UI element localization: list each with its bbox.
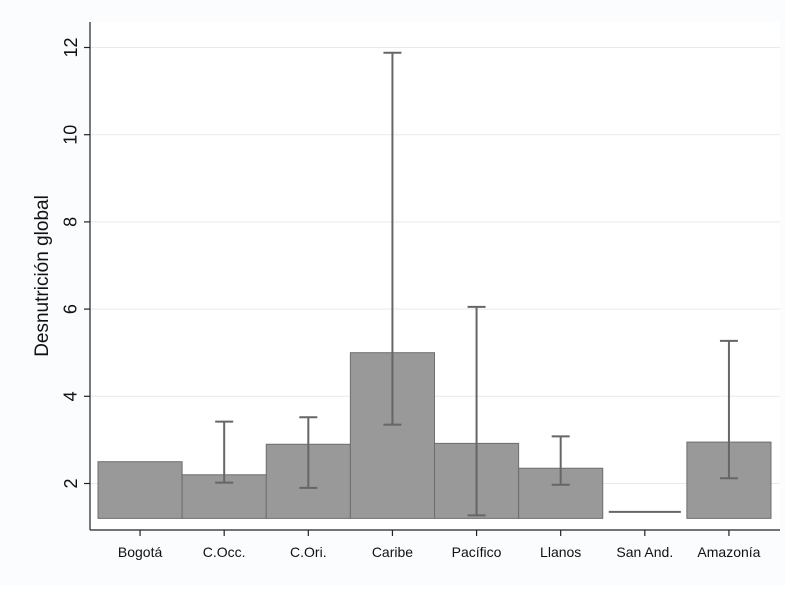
y-tick-label: 4 xyxy=(61,391,81,401)
y-axis-label: Desnutrición global xyxy=(32,195,53,357)
x-tick-label: Bogotá xyxy=(118,544,163,560)
x-ticks: Bogotá C.Occ. C.Ori. Caribe Pacífico Llanos Sa… xyxy=(118,530,761,560)
x-tick-label: C.Occ. xyxy=(203,544,246,560)
y-tick-label: 10 xyxy=(61,125,81,145)
x-tick-label: Pacífico xyxy=(452,544,502,560)
axes xyxy=(89,22,780,531)
y-tick-label: 8 xyxy=(61,217,81,227)
y-tick-label: 2 xyxy=(61,478,81,488)
x-tick-label: Caribe xyxy=(372,544,413,560)
x-tick-label: Llanos xyxy=(540,544,581,560)
x-tick-label: San And. xyxy=(616,544,673,560)
x-tick-label: C.Ori. xyxy=(290,544,327,560)
bar xyxy=(97,461,183,519)
y-ticks: 2 4 6 8 10 12 xyxy=(61,37,90,489)
y-tick-label: 6 xyxy=(61,304,81,314)
bars xyxy=(97,352,772,519)
x-tick-label: Amazonía xyxy=(697,544,760,560)
y-tick-label: 12 xyxy=(61,37,81,57)
error-bars xyxy=(215,51,738,517)
